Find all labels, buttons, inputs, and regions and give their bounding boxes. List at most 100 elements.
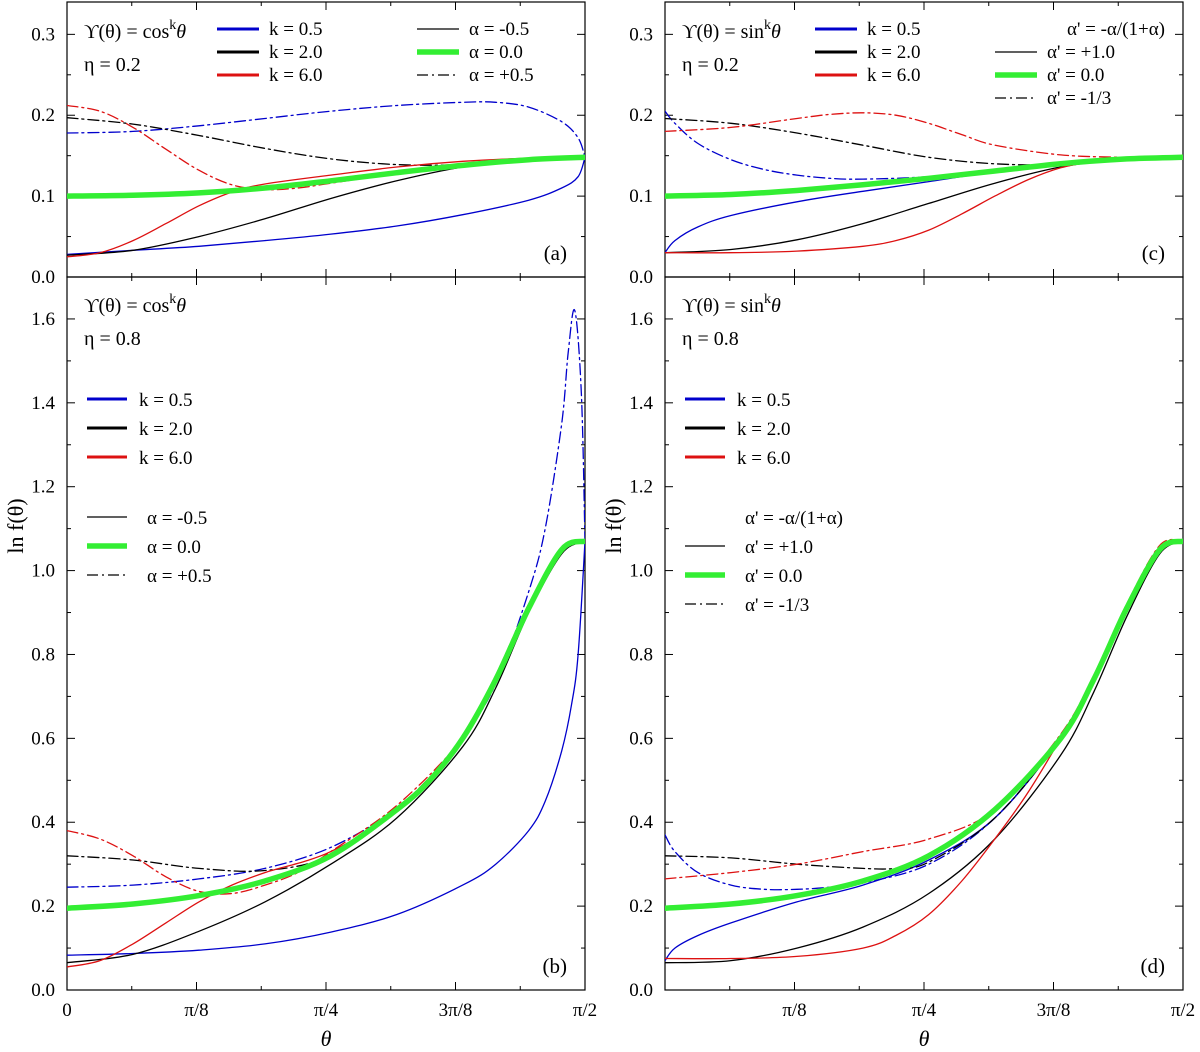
series-line-k-6-0-0-5	[67, 540, 585, 895]
legend-label-k: k = 6.0	[737, 448, 790, 469]
title-tail: θ	[771, 295, 781, 317]
legend-label-alpha: α' = +1.0	[1047, 42, 1115, 63]
series-group	[67, 101, 585, 258]
title-main: ϒ(θ) = cos	[84, 21, 170, 43]
legend-label-k: k = 6.0	[867, 65, 920, 86]
series-line-k-2-0-1-3	[665, 540, 1183, 870]
series-line-k-6-0-0-5	[67, 104, 585, 191]
y-tick-label: 0.0	[31, 267, 55, 288]
series-line-k-0-5-1-0	[665, 540, 1183, 962]
y-tick-label: 0.1	[31, 186, 55, 207]
legend-label-alpha: α = -0.5	[147, 508, 207, 529]
series-line-k-2-0-0-5	[67, 156, 585, 256]
y-tick-label: 0.4	[31, 812, 55, 833]
panel-d: 0.0 0.2 0.4 0.6 0.8 1.0 1.2 1.4 1.6 π/8 π/4 3π/8 π/2…	[629, 276, 1195, 1021]
y-tick-label: 0.6	[629, 728, 653, 749]
series-line-k-2-0-0-5	[67, 117, 585, 166]
x-tick-label: 3π/8	[1037, 1000, 1071, 1021]
y-tick-label: 0.6	[31, 728, 55, 749]
legend-label-k: k = 2.0	[867, 42, 920, 63]
title-tail: θ	[771, 21, 781, 43]
series-group	[665, 110, 1183, 254]
panel-c: 0.0 0.1 0.2 0.3 ϒ(θ) = sinkθ η = 0.2 (c) k = 0.…	[629, 1, 1184, 288]
legend-label-k: k = 2.0	[139, 419, 192, 440]
series-line-k-2-0-1-0	[665, 540, 1183, 964]
y-tick-label: 0.2	[31, 105, 55, 126]
panel-eta: η = 0.2	[682, 54, 739, 76]
y-axis-label-left: ln f(θ)	[3, 498, 28, 553]
panel-eta: η = 0.8	[682, 328, 739, 350]
legend-label-alpha: α' = 0.0	[1047, 65, 1104, 86]
y-tick-label: 1.2	[629, 477, 653, 498]
y-axis-label-right: ln f(θ)	[601, 498, 626, 553]
plot-frame	[664, 276, 1184, 991]
legend-label-alpha: α' = -1/3	[1047, 88, 1111, 109]
title-tail: θ	[176, 21, 186, 43]
legend-label-k: k = 2.0	[269, 42, 322, 63]
legend-label-alpha: α = 0.0	[469, 42, 523, 63]
legend: k = 0.5k = 2.0k = 6.0 α' = -α/(1+α)α' = +…	[815, 19, 1165, 109]
title-main: ϒ(θ) = sin	[682, 21, 764, 43]
panel-b: 0.0 0.2 0.4 0.6 0.8 1.0 1.2 1.4 1.6 0 π/8 π/4 3π/8 π/…	[31, 276, 597, 1021]
y-tick-label: 0.0	[629, 267, 653, 288]
panel-a: 0.0 0.1 0.2 0.3 ϒ(θ) = coskθ η = 0.2 (a) k = 0.…	[31, 1, 586, 288]
y-tick-label: 0.2	[31, 896, 55, 917]
legend-label-k: k = 0.5	[867, 19, 920, 40]
title-superscript: k	[764, 292, 771, 307]
y-tick-label: 1.4	[31, 393, 55, 414]
legend-label-alpha: α = 0.0	[147, 537, 201, 558]
y-tick-label: 1.4	[629, 393, 653, 414]
series-group	[67, 308, 585, 968]
title-tail: θ	[176, 295, 186, 317]
x-tick-label: π/8	[782, 1000, 806, 1021]
series-line-k-0-5-1-3	[665, 540, 1183, 891]
series-line-k-2-0-0-5	[67, 540, 585, 872]
y-tick-label: 1.0	[629, 561, 653, 582]
legend: k = 0.5 k = 2.0 k = 6.0 α = -0.5 α = 0.0 α = …	[87, 390, 212, 587]
series-line-k-0-5-0-5	[67, 540, 585, 956]
y-tick-label: 0.0	[31, 980, 55, 1001]
y-tick-label: 0.4	[629, 812, 653, 833]
x-tick-label: π/8	[184, 1000, 208, 1021]
legend-label-alpha: α' = 0.0	[745, 566, 802, 587]
legend: k = 0.5k = 2.0k = 6.0α' = -α/(1+α)α' = +…	[685, 390, 843, 616]
y-tick-label: 1.2	[31, 477, 55, 498]
legend: k = 0.5k = 2.0k = 6.0α = -0.5α = 0.0α = …	[217, 19, 534, 86]
series-line-k-0-5-0-5	[67, 101, 585, 158]
panel-eta: η = 0.2	[84, 54, 141, 76]
panel-title: ϒ(θ) = sinkθ	[682, 18, 781, 43]
legend-label-k: k = 6.0	[139, 448, 192, 469]
y-tick-label: 0.1	[629, 186, 653, 207]
legend-label-k: k = 2.0	[737, 419, 790, 440]
panel-label: (d)	[1141, 954, 1166, 978]
title-superscript: k	[764, 18, 771, 33]
series-line--0-0	[665, 538, 1183, 911]
panel-label: (b)	[543, 954, 568, 978]
title-superscript: k	[169, 292, 176, 307]
legend-label-alpha: α' = +1.0	[745, 537, 813, 558]
y-tick-label: 0.0	[629, 980, 653, 1001]
x-axis-label-right: θ	[919, 1026, 930, 1051]
y-tick-label: 0.2	[629, 896, 653, 917]
series-line-k-6-0-0-5	[67, 156, 585, 258]
y-tick-label: 1.0	[31, 561, 55, 582]
x-tick-label: 3π/8	[439, 1000, 473, 1021]
legend-alpha-header: α' = -α/(1+α)	[1067, 19, 1165, 40]
legend-label-alpha: α = -0.5	[469, 19, 529, 40]
title-main: ϒ(θ) = cos	[84, 295, 170, 317]
series-line--0-0	[67, 538, 585, 911]
legend-label-k: k = 0.5	[139, 390, 192, 411]
y-tick-label: 1.6	[31, 309, 55, 330]
legend-label-alpha: α = +0.5	[469, 65, 534, 86]
legend-alpha-header: α' = -α/(1+α)	[745, 508, 843, 529]
y-tick-label: 0.8	[31, 644, 55, 665]
series-line-k-0-5-0-5	[67, 156, 585, 256]
legend-label-alpha: α = +0.5	[147, 566, 212, 587]
x-tick-label: π/2	[573, 1000, 597, 1021]
y-tick-label: 0.8	[629, 644, 653, 665]
legend-label-alpha: α' = -1/3	[745, 595, 809, 616]
title-superscript: k	[169, 18, 176, 33]
series-line-k-2-0-1-0	[665, 156, 1183, 254]
legend-label-k: k = 6.0	[269, 65, 322, 86]
